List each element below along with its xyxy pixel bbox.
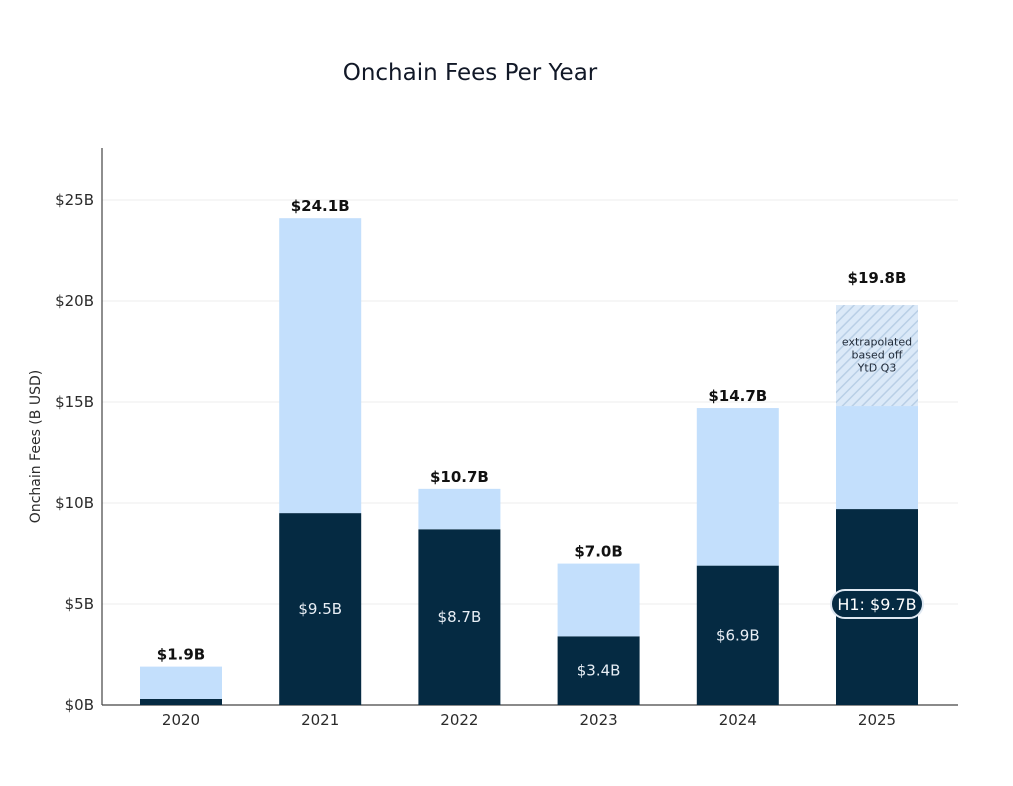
- total-label: $14.7B: [708, 387, 767, 405]
- bar-segment-dark: [557, 636, 640, 705]
- x-tick-label: 2024: [719, 711, 757, 729]
- bar-segment-dark: [696, 565, 779, 705]
- total-label: $1.9B: [157, 646, 205, 664]
- extrapolated-note: YtD Q3: [857, 362, 897, 375]
- bar-segment-dark: [140, 698, 222, 705]
- bar-segment-light: [696, 408, 779, 566]
- x-tick-label: 2022: [440, 711, 478, 729]
- inner-value-label: $6.9B: [716, 626, 760, 644]
- x-tick-label: 2023: [580, 711, 618, 729]
- chart-title: Onchain Fees Per Year: [342, 60, 598, 86]
- h1-callout-label: H1: $9.7B: [837, 595, 916, 614]
- y-tick-label: $10B: [55, 494, 94, 512]
- inner-value-label: $8.7B: [438, 608, 482, 626]
- inner-value-label: $3.4B: [577, 662, 621, 680]
- y-tick-label: $5B: [65, 595, 94, 613]
- bar-segment-light: [279, 218, 362, 514]
- bar-segment-light: [418, 488, 501, 530]
- y-tick-label: $0B: [65, 696, 94, 714]
- bar-segment-dark: [418, 529, 501, 705]
- bar-segment-light: [836, 406, 918, 510]
- x-tick-label: 2021: [301, 711, 339, 729]
- extrapolated-note: based off: [851, 349, 902, 362]
- y-tick-label: $25B: [55, 191, 94, 209]
- h1-callout-pill: [830, 589, 924, 619]
- x-tick-label: 2020: [162, 711, 200, 729]
- bar-segment-dark: [279, 513, 362, 705]
- bar-segment-extrapolated: [836, 305, 918, 407]
- total-label: $10.7B: [430, 468, 489, 486]
- total-label: $19.8B: [848, 269, 907, 287]
- inner-value-label: $9.5B: [298, 600, 342, 618]
- y-tick-label: $20B: [55, 292, 94, 310]
- x-tick-label: 2025: [858, 711, 896, 729]
- extrapolated-note: extrapolated: [842, 336, 912, 349]
- bar-segment-light: [140, 666, 222, 699]
- total-label: $7.0B: [574, 543, 622, 561]
- y-axis-label: Onchain Fees (B USD): [28, 370, 44, 523]
- total-label: $24.1B: [291, 197, 350, 215]
- y-tick-label: $15B: [55, 393, 94, 411]
- bar-segment-light: [557, 563, 640, 637]
